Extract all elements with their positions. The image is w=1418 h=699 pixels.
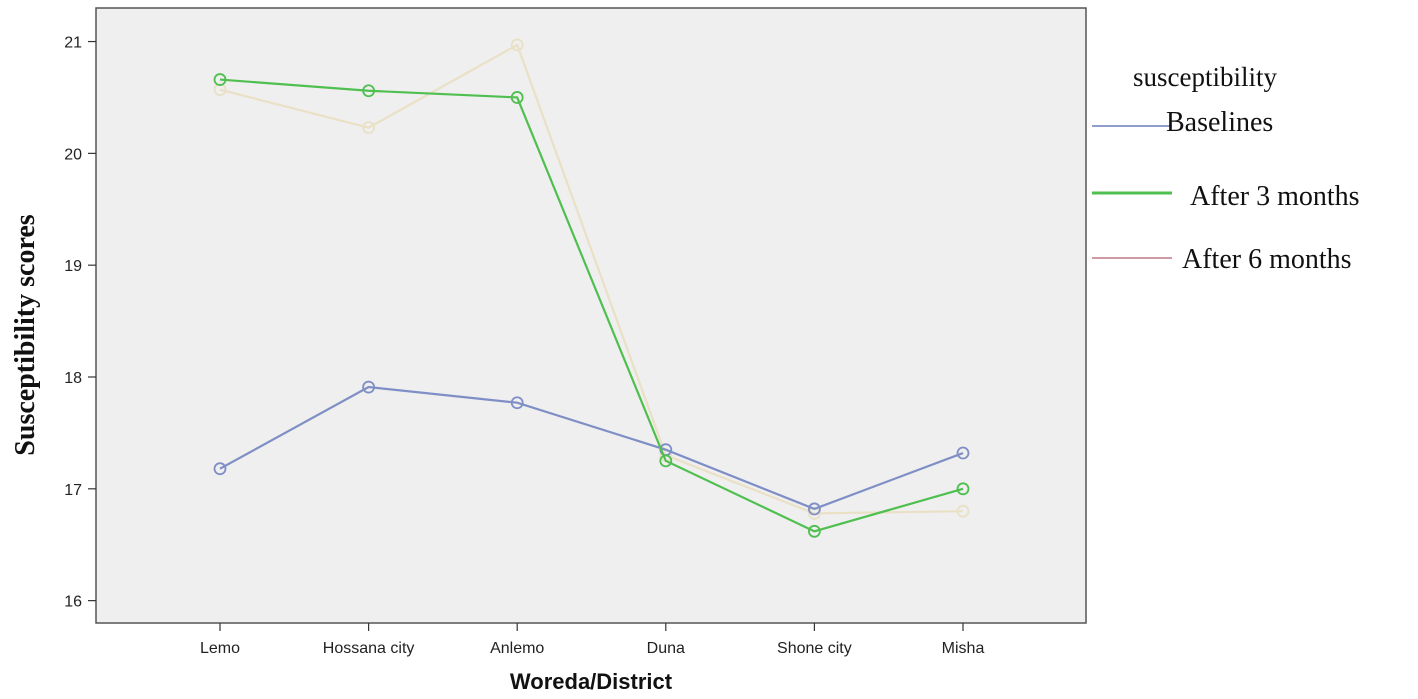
- data-point: [362, 121, 376, 135]
- y-axis-title: Susceptibility scores: [10, 214, 41, 455]
- data-point: [808, 524, 821, 538]
- series-line: [219, 78, 964, 533]
- data-point: [213, 73, 227, 86]
- y-tick-label: 18: [64, 370, 82, 387]
- legend-title: susceptibility: [1133, 62, 1277, 92]
- data-point: [956, 446, 970, 460]
- data-point: [213, 83, 227, 97]
- data-point: [510, 38, 524, 52]
- x-tick-label: Hossana city: [323, 640, 415, 657]
- legend-label: Baselines: [1166, 107, 1273, 138]
- y-tick-label: 16: [64, 594, 82, 611]
- series-line: [219, 385, 964, 511]
- data-point: [213, 462, 227, 476]
- data-point: [808, 502, 821, 516]
- plot-background: [95, 7, 1087, 624]
- x-tick-label: Shone city: [777, 640, 852, 657]
- series-layer: [213, 38, 970, 538]
- x-tick-label: Anlemo: [490, 640, 544, 657]
- data-point: [362, 380, 376, 394]
- y-tick-label: 21: [64, 35, 82, 52]
- legend-label: After 3 months: [1190, 181, 1360, 212]
- y-tick-label: 20: [64, 146, 82, 163]
- legend: susceptibility Baselines After 3 months Af…: [1092, 62, 1360, 275]
- x-tick-label: Misha: [942, 640, 985, 657]
- data-point: [956, 504, 970, 518]
- y-axis: 16 17 18 19 20 21: [64, 35, 96, 611]
- series-line: [219, 43, 964, 515]
- x-tick-label: Duna: [647, 640, 685, 657]
- x-axis: Lemo Hossana city Anlemo Duna Shone city Mish…: [200, 623, 984, 657]
- y-tick-label: 17: [64, 482, 82, 499]
- y-tick-label: 19: [64, 258, 82, 275]
- data-point: [510, 91, 524, 104]
- data-point: [362, 84, 376, 98]
- data-point: [510, 396, 524, 410]
- data-point: [956, 482, 970, 496]
- x-tick-label: Lemo: [200, 640, 240, 657]
- x-axis-title: Woreda/District: [510, 669, 673, 694]
- legend-label: After 6 months: [1182, 244, 1352, 275]
- data-point: [659, 454, 673, 468]
